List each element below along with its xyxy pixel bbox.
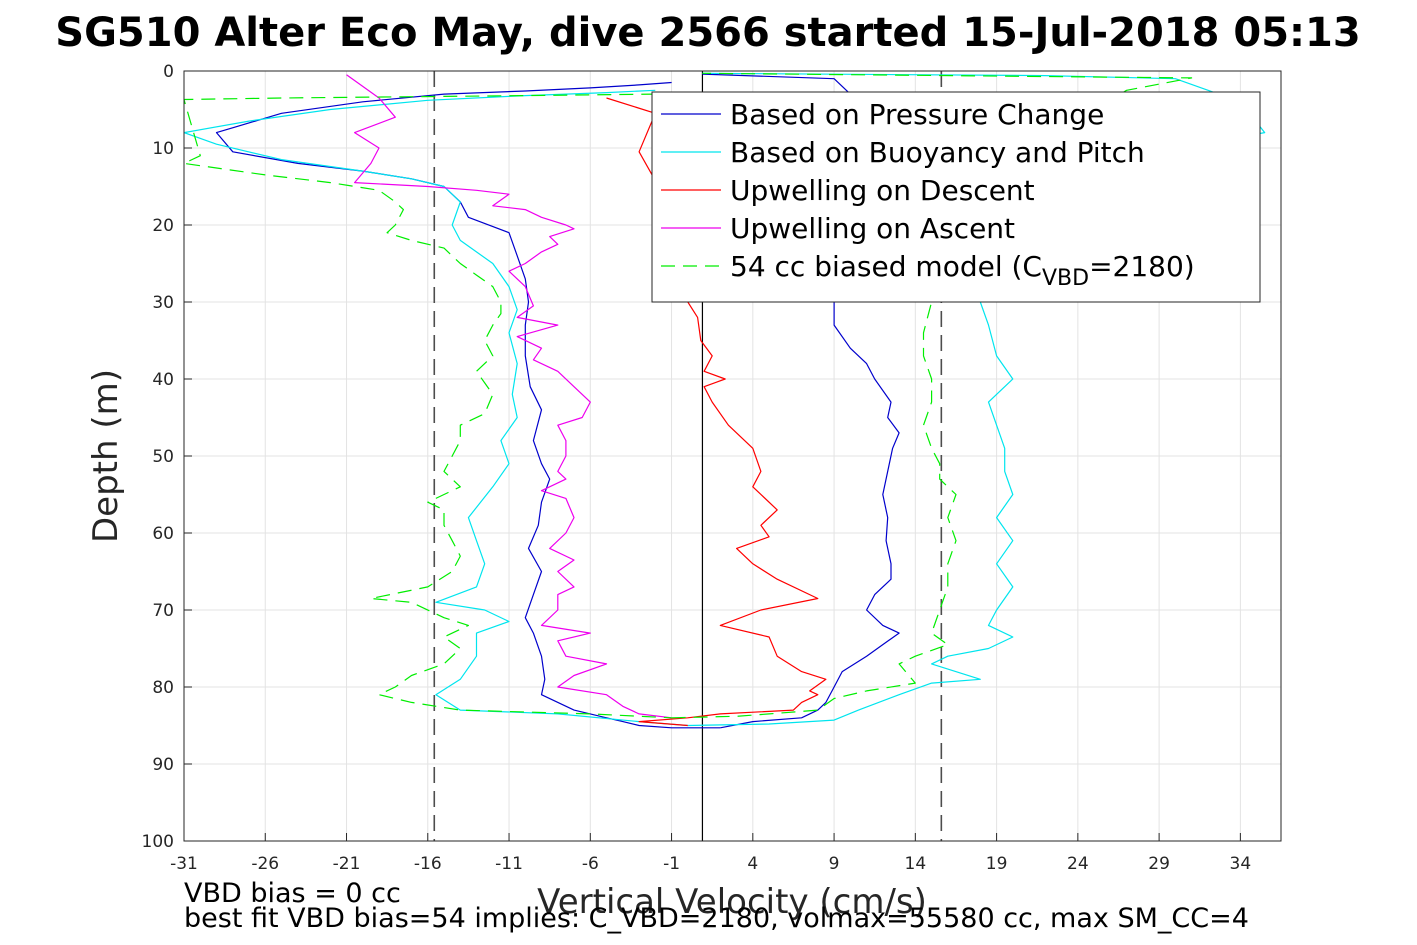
y-tick-label: 100 [142, 832, 174, 852]
x-tick-label: 24 [1067, 854, 1089, 874]
x-tick-label: 19 [986, 854, 1008, 874]
y-tick-label: 50 [152, 447, 174, 467]
x-tick-label: -1 [663, 854, 680, 874]
legend: Based on Pressure Change Based on Buoyanc… [651, 91, 1261, 303]
series-54-cc-biased-model-c-vbd-2180-descent-line [184, 93, 672, 719]
series-based-on-pressure-change-descent-line [215, 81, 721, 729]
legend-label: Based on Pressure Change [730, 98, 1104, 131]
x-axis: -31 -26 -21 -16 -11 -6 -1 4 9 14 19 24 29 34 [170, 833, 1251, 874]
x-tick-label: -26 [251, 854, 279, 874]
x-tick-label: 34 [1230, 854, 1252, 874]
footnote-best-fit: best fit VBD bias=54 implies: C_VBD=2180… [184, 903, 1249, 934]
series-upwelling-on-descent-line [606, 97, 827, 727]
y-tick-label: 20 [152, 216, 174, 236]
x-tick-label: -6 [582, 854, 599, 874]
y-tick-label: 0 [163, 62, 174, 82]
x-tick-label: -16 [414, 854, 442, 874]
x-axis-title: Vertical Velocity (cm/s) [537, 882, 927, 922]
x-tick-label: -11 [495, 854, 523, 874]
y-tick-label: 10 [152, 139, 174, 159]
x-tick-label: -31 [170, 854, 198, 874]
y-tick-label: 60 [152, 524, 174, 544]
x-tick-label: 29 [1148, 854, 1170, 874]
x-tick-label: -21 [333, 854, 361, 874]
legend-label: Upwelling on Descent [730, 174, 1035, 207]
y-tick-label: 30 [152, 293, 174, 313]
y-axis-title: Depth (m) [86, 369, 126, 543]
series-upwelling-on-ascent-line [346, 74, 672, 719]
series-based-on-buoyancy-and-pitch-descent-line [184, 89, 688, 727]
y-tick-label: 70 [152, 601, 174, 621]
y-axis: 0 10 20 30 40 50 60 70 80 90 100 [142, 62, 192, 852]
legend-label: Based on Buoyancy and Pitch [730, 136, 1145, 169]
x-tick-label: 14 [905, 854, 927, 874]
legend-box [651, 91, 1261, 303]
chart-title: SG510 Alter Eco May, dive 2566 started 1… [55, 10, 1360, 56]
y-tick-label: 90 [152, 755, 174, 775]
footnote-vbd-bias: VBD bias = 0 cc [184, 878, 401, 909]
series-54-cc-biased-model-c-vbd-2180-ascent-line [671, 72, 1193, 719]
x-tick-label: 4 [747, 854, 758, 874]
legend-label: Upwelling on Ascent [730, 212, 1015, 245]
x-tick-label: 9 [829, 854, 840, 874]
y-tick-label: 80 [152, 678, 174, 698]
y-tick-label: 40 [152, 370, 174, 390]
